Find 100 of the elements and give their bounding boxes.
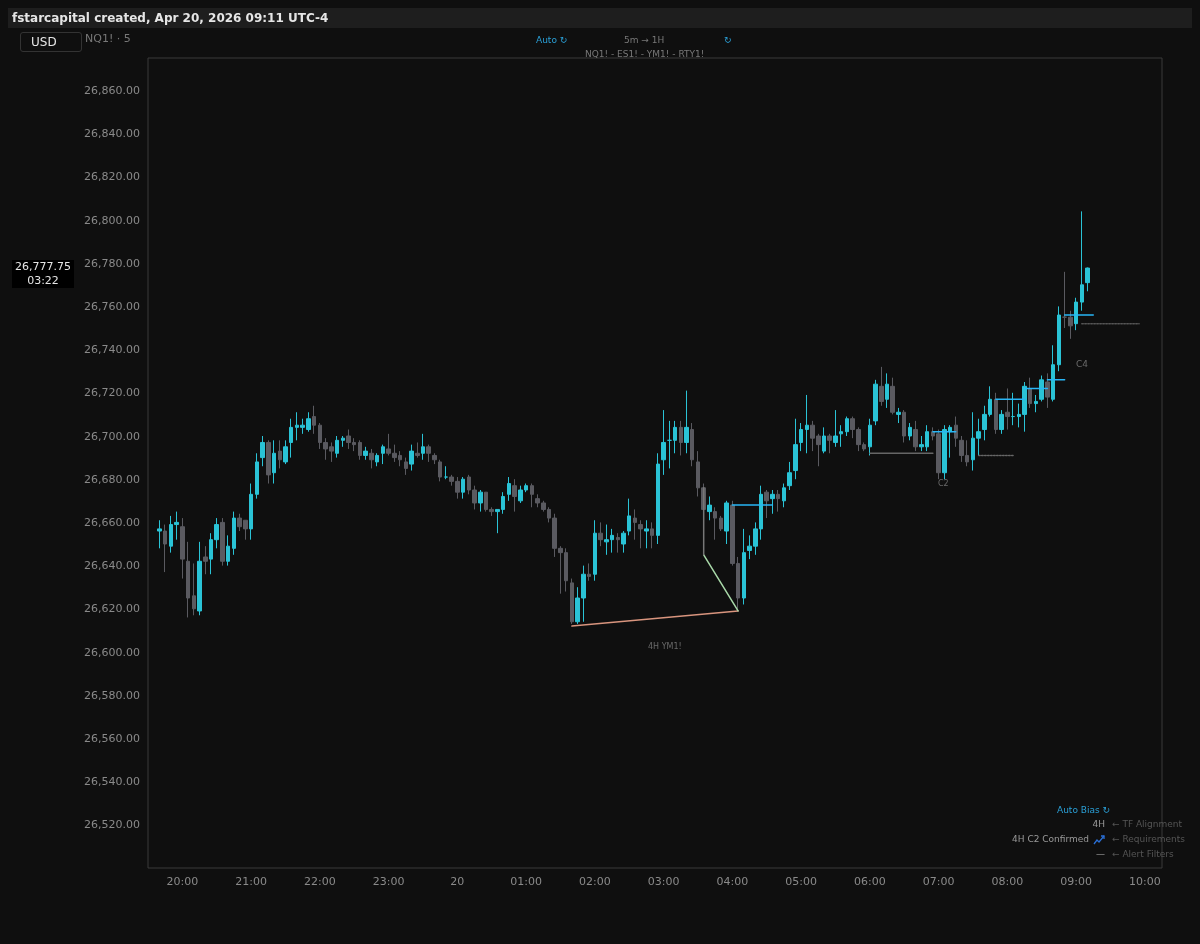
candlestick (226, 534, 230, 567)
candlestick (633, 508, 637, 541)
candlestick (776, 489, 780, 513)
candlestick (249, 483, 253, 541)
candlestick (512, 478, 517, 513)
candlestick (278, 439, 282, 469)
candlestick (180, 517, 185, 580)
text: 5m → 1H (624, 35, 665, 45)
annotation: ← Alert Filters (1112, 849, 1174, 859)
candlestick (369, 448, 374, 469)
candlestick (822, 426, 826, 454)
x-tick-label: 08:00 (991, 875, 1024, 888)
y-tick-label: 26,520.00 (84, 818, 140, 832)
y-tick-label: 26,820.00 (84, 170, 140, 184)
candlestick (266, 439, 271, 485)
candlestick (432, 452, 437, 465)
candlestick (994, 392, 998, 435)
x-tick-label: 02:00 (579, 875, 611, 888)
candlestick (363, 446, 368, 461)
candlestick (570, 578, 574, 625)
candlestick (873, 379, 878, 426)
candlestick (845, 416, 849, 437)
candlestick (1051, 344, 1055, 402)
candlestick (621, 530, 626, 554)
x-tick-label: 04:00 (716, 875, 749, 888)
candlestick (1080, 210, 1084, 312)
x-tick-label: 22:00 (304, 875, 336, 888)
candlestick (461, 476, 465, 500)
candlestick (896, 407, 901, 424)
candlestick (742, 528, 746, 605)
candlestick (232, 511, 236, 556)
candlestick (1074, 297, 1078, 331)
candlestick (713, 506, 717, 541)
candlestick (787, 461, 792, 491)
candlestick (616, 532, 620, 554)
annotation: 4H YM1! (648, 642, 682, 651)
candlestick (908, 422, 912, 441)
candlestick (679, 420, 683, 456)
x-tick-label: 20:00 (166, 875, 199, 888)
x-tick-label: 03:00 (647, 875, 680, 888)
annotation: C4 (1076, 359, 1089, 369)
candlestick (375, 452, 379, 467)
y-tick-label: 26,840.00 (84, 127, 140, 141)
candlestick (421, 433, 425, 461)
candlestick (1045, 372, 1050, 409)
candlestick (650, 521, 654, 549)
candlestick (764, 489, 769, 519)
x-tick-label: 07:00 (922, 875, 955, 888)
candlestick (782, 483, 786, 508)
y-tick-label: 26,640.00 (84, 559, 140, 573)
candlestick (793, 418, 798, 480)
candlestick (707, 495, 712, 521)
x-tick-label: 21:00 (235, 875, 267, 888)
text: USD (20, 32, 82, 52)
x-tick-label: 01:00 (510, 875, 542, 888)
candlestick (638, 519, 643, 549)
candlestick (954, 416, 958, 448)
candlestick (724, 500, 729, 545)
candlestick (220, 517, 225, 567)
candlestick (890, 377, 895, 415)
candlestick (1085, 267, 1090, 292)
candlestick (289, 418, 293, 459)
candlestick (530, 483, 534, 508)
candlestick (415, 441, 420, 459)
candlestick (197, 541, 202, 616)
candlestick (358, 439, 362, 461)
annotation: 4H C2 Confirmed (1012, 834, 1089, 844)
text: 03:22 (12, 274, 74, 288)
candlestick (507, 476, 511, 502)
candlestick (341, 435, 345, 448)
candlestick (913, 420, 918, 452)
candlestick (627, 498, 631, 536)
x-tick-label: 05:00 (785, 875, 817, 888)
text: Auto ↻ (536, 35, 568, 45)
candlestick (661, 409, 666, 476)
candlestick (478, 489, 483, 513)
y-tick-label: 26,780.00 (84, 256, 140, 270)
x-tick-label: 06:00 (853, 875, 886, 888)
candlestick (1011, 392, 1015, 426)
candlestick (335, 435, 339, 459)
candlestick (1028, 377, 1032, 409)
y-tick-label: 26,620.00 (84, 602, 140, 616)
candlestick (770, 489, 775, 515)
text: 26,777.75 (12, 260, 74, 274)
candlestick (260, 435, 265, 467)
candlestick (839, 424, 843, 448)
y-tick-label: 26,600.00 (84, 645, 140, 659)
y-tick-label: 26,740.00 (84, 343, 140, 357)
candlestick (833, 409, 838, 448)
candlestick (426, 444, 431, 463)
candlestick (644, 519, 649, 549)
y-tick-label: 26,700.00 (84, 429, 140, 443)
annotation: ← TF Alignment (1112, 819, 1183, 829)
y-tick-label: 26,660.00 (84, 515, 140, 529)
candlestick (1005, 387, 1010, 431)
candlestick (1039, 375, 1044, 402)
y-tick-label: 26,800.00 (84, 213, 140, 227)
candlestick (192, 562, 196, 616)
y-tick-label: 26,860.00 (84, 83, 140, 97)
candlestick (438, 459, 442, 482)
